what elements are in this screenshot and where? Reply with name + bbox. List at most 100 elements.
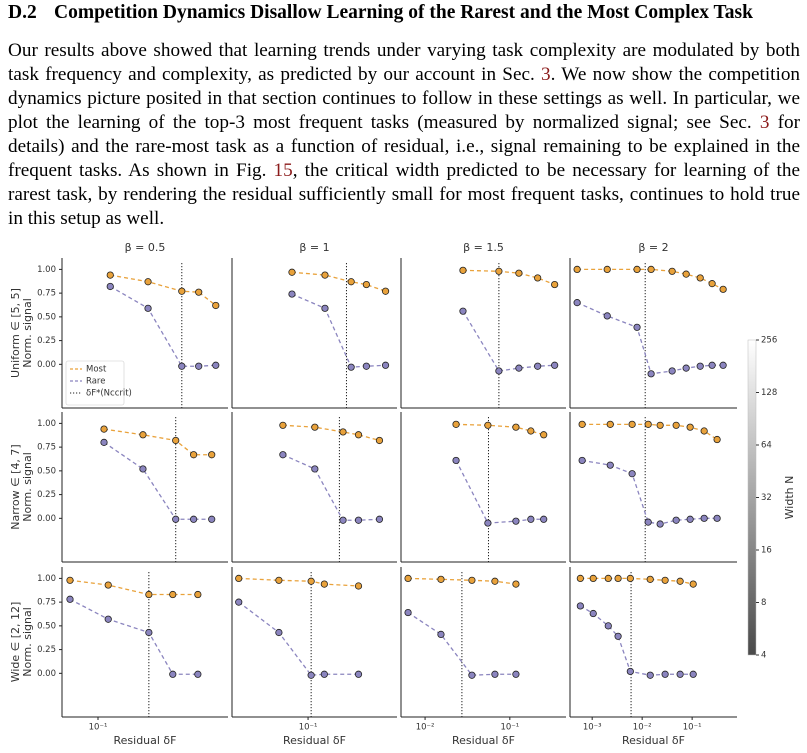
colorbar-tick-label: 256 <box>761 336 777 346</box>
point <box>491 577 499 585</box>
point <box>644 420 652 428</box>
point <box>321 271 329 279</box>
point <box>172 436 180 445</box>
point <box>339 428 347 436</box>
y-tick-label: 0.00 <box>37 514 56 524</box>
point <box>515 364 523 372</box>
point <box>589 609 597 618</box>
section-title: Competition Dynamics Disallow Learning o… <box>54 2 753 23</box>
y-tick-label: 1.00 <box>37 419 56 429</box>
y-axis-label: Norm. signal <box>21 607 34 677</box>
colorbar-tick-label: 128 <box>761 388 777 398</box>
y-tick-label: 0.50 <box>37 621 56 631</box>
point <box>66 576 74 584</box>
point <box>534 362 542 370</box>
series-line <box>238 577 359 587</box>
series-line <box>407 612 516 676</box>
point <box>104 615 112 623</box>
point <box>646 671 654 679</box>
series-line <box>69 598 198 675</box>
point <box>321 304 329 312</box>
text-run: . We now show the competition dynamics p… <box>8 64 801 133</box>
colorbar-tick-label: 32 <box>761 493 772 503</box>
text-run: for details) and the rare-most task as a… <box>8 112 800 181</box>
point <box>459 307 467 315</box>
point <box>576 602 584 610</box>
point <box>515 269 523 277</box>
point <box>633 323 641 331</box>
x-axis-label: Residual δF <box>113 734 176 747</box>
point <box>354 431 363 439</box>
point <box>661 576 669 584</box>
y-tick-label: 1.00 <box>37 574 56 584</box>
point <box>713 514 721 522</box>
point <box>604 622 612 630</box>
point <box>459 266 467 274</box>
point <box>190 451 198 459</box>
point <box>700 514 708 522</box>
series-line <box>291 271 386 292</box>
point <box>452 456 460 465</box>
x-tick-label: 10⁻³ <box>583 723 602 733</box>
point <box>540 515 548 523</box>
series-line <box>580 577 694 585</box>
reference[interactable]: 15 <box>273 160 293 181</box>
point <box>404 574 412 582</box>
y-axis-label: Norm. signal <box>21 298 34 368</box>
point <box>320 580 328 588</box>
point <box>628 470 636 478</box>
point <box>195 362 203 370</box>
y-tick-label: 0.50 <box>37 312 56 322</box>
point <box>208 515 216 523</box>
reference[interactable]: 3 <box>759 112 770 133</box>
point <box>194 590 202 599</box>
panel-title: β = 2 <box>638 241 668 254</box>
text-run: , the critical width predicted to be nec… <box>8 160 800 229</box>
colorbar-tick-label: 8 <box>761 598 766 608</box>
point <box>307 577 315 585</box>
point <box>484 421 492 429</box>
point <box>194 670 202 678</box>
point <box>604 574 612 582</box>
x-tick-label: 10⁻¹ <box>89 723 108 733</box>
series-line <box>69 579 198 596</box>
point <box>145 628 153 637</box>
x-tick-label: 10⁻¹ <box>500 723 519 733</box>
point <box>682 364 690 372</box>
reference[interactable]: 3 <box>541 64 551 85</box>
point <box>468 576 476 584</box>
point <box>169 670 177 678</box>
y-tick-label: 0.50 <box>37 466 56 476</box>
point <box>139 465 147 473</box>
paragraph: Our results above showed that learning t… <box>8 39 800 231</box>
point <box>614 574 622 582</box>
point <box>646 575 654 583</box>
point <box>275 628 283 637</box>
point <box>719 285 727 293</box>
series-line <box>238 601 359 676</box>
legend-box <box>65 360 125 406</box>
point <box>362 362 370 370</box>
x-tick-label: 10⁻¹ <box>683 723 702 733</box>
point <box>195 288 203 296</box>
point <box>626 574 634 582</box>
point <box>603 312 611 320</box>
point <box>578 456 586 465</box>
point <box>686 423 694 431</box>
point <box>208 451 216 459</box>
point <box>551 280 559 289</box>
figure: 0.00 0.25 0.50 0.75 1.00 β = 0.5 Uniform ∈ [5,… <box>9 241 796 747</box>
point <box>66 595 74 603</box>
point <box>311 423 319 431</box>
point <box>347 363 355 371</box>
point <box>495 367 503 375</box>
point <box>661 670 669 678</box>
point <box>719 361 727 369</box>
point <box>169 590 177 599</box>
y-axis-label: Norm. signal <box>21 452 34 522</box>
series-line <box>109 285 216 367</box>
point <box>682 270 690 278</box>
point <box>381 361 390 369</box>
series-line <box>103 428 212 456</box>
